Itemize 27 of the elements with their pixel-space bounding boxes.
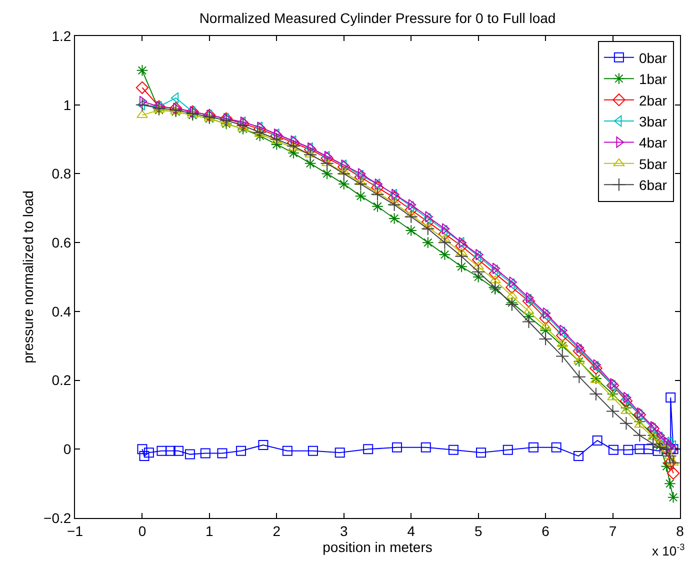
y-axis-title: pressure normalized to load <box>20 190 36 364</box>
y-tick-label: 0.2 <box>52 372 72 388</box>
x-tick-label: 3 <box>340 522 348 539</box>
text: x 10$^{-3}$ <box>652 542 685 558</box>
x-tick-label: 4 <box>407 522 416 539</box>
x-tick-label: 8 <box>676 522 684 539</box>
y-tick-label: 0.6 <box>52 234 72 250</box>
legend-label: 2bar <box>638 92 668 108</box>
x-tick-label: 5 <box>474 522 482 539</box>
x-tick-label: 2 <box>272 522 281 539</box>
y-tick-label: 1.2 <box>52 28 72 44</box>
chart-title: Normalized Measured Cylinder Pressure for 0 to Full load <box>199 10 556 26</box>
x-tick-label: 1 <box>206 522 214 539</box>
legend-label: 3bar <box>638 113 668 130</box>
legend-label: 1bar <box>638 71 668 88</box>
y-tick-label: 0.8 <box>52 166 72 182</box>
legend-label: 5bar <box>638 156 668 172</box>
legend-label: 4bar <box>638 134 668 151</box>
y-tick-label: 1 <box>63 96 72 113</box>
legend-label: 0bar <box>638 50 668 66</box>
x-tick-label: 7 <box>608 522 617 539</box>
x-tick-label: 6 <box>542 522 550 539</box>
y-tick-label: 0 <box>63 441 72 458</box>
x-tick-label: 0 <box>138 522 146 539</box>
x-axis-title: position in meters <box>322 538 432 555</box>
y-tick-label: 0.4 <box>52 303 72 320</box>
legend-label: 6bar <box>638 177 668 194</box>
